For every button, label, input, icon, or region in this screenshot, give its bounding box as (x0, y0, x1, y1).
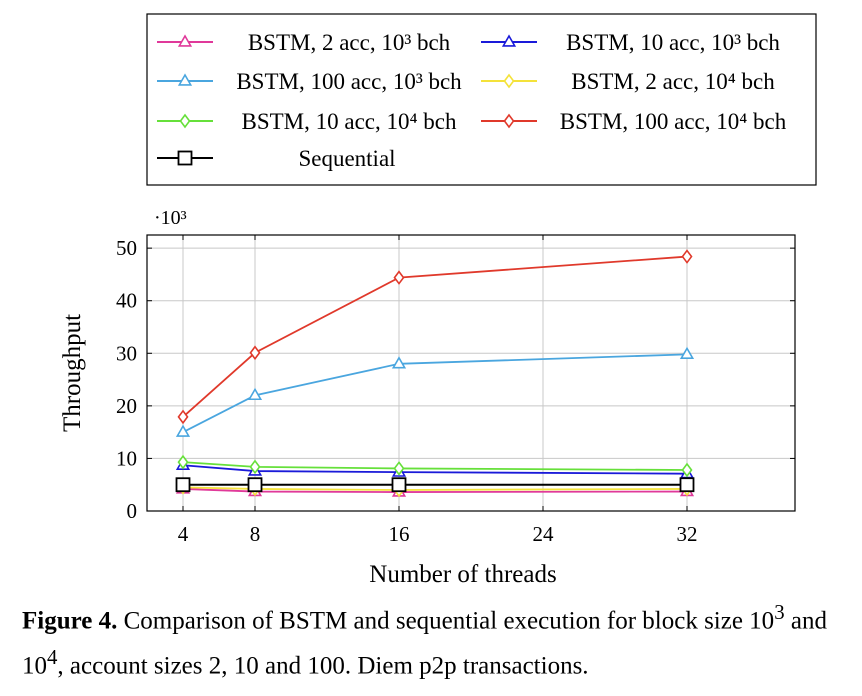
series-line-bstm-10-acc-10-bch (182, 461, 688, 471)
figure-caption: Figure 4. Comparison of BSTM and sequent… (22, 594, 852, 685)
caption-text-b: and 10 (22, 607, 827, 680)
data-point-bstm-100-acc-10-bch (175, 424, 191, 437)
data-point-bstm-100-acc-10-bch (393, 270, 405, 285)
legend-marker-bstm-2-acc-10-bch (177, 34, 193, 47)
y-axis-label: Throughput (59, 314, 86, 432)
data-point-bstm-10-acc-10-bch (393, 461, 405, 476)
legend-label-bstm-10-acc-10-bch: BSTM, 10 acc, 10³ bch (566, 30, 780, 55)
y-tick-label: 0 (127, 499, 138, 523)
legend-marker-bstm-10-acc-10-bch (179, 113, 191, 129)
data-point-bstm-100-acc-10-bch (249, 345, 261, 361)
legend-label-sequential: Sequential (298, 146, 395, 171)
data-point-bstm-100-acc-10-bch (177, 409, 189, 425)
legend-label-bstm-100-acc-10-bch: BSTM, 100 acc, 10⁴ bch (560, 109, 787, 134)
series-line-bstm-2-acc-10-bch (182, 486, 688, 491)
x-tick-label: 8 (250, 522, 261, 546)
x-tick-label: 24 (533, 522, 555, 546)
series-group (175, 249, 695, 498)
series-line-bstm-10-acc-10-bch (182, 464, 688, 475)
caption-sup-a: 3 (774, 600, 785, 624)
legend-label-bstm-100-acc-10-bch: BSTM, 100 acc, 10³ bch (236, 69, 462, 94)
y-tick-label: 30 (116, 341, 137, 365)
caption-sup-b: 4 (47, 645, 58, 670)
data-point-bstm-100-acc-10-bch (681, 249, 693, 264)
x-tick-label: 32 (677, 522, 698, 546)
legend-label-bstm-2-acc-10-bch: BSTM, 2 acc, 10³ bch (248, 30, 451, 55)
data-point-bstm-100-acc-10-bch (247, 387, 263, 401)
legend-marker-bstm-2-acc-10-bch (503, 73, 515, 89)
y-tick-label: 10 (116, 446, 137, 470)
data-point-sequential (247, 477, 263, 493)
series-line-bstm-2-acc-10-bch (182, 488, 688, 493)
plot-frame (146, 234, 796, 512)
x-axis-label: Number of threads (369, 561, 556, 588)
legend-marker-sequential (177, 150, 193, 166)
data-point-bstm-100-acc-10-bch (391, 356, 407, 369)
data-point-bstm-100-acc-10-bch (679, 346, 695, 360)
y-multiplier: ·10³ (154, 207, 187, 229)
throughput-chart: BSTM, 2 acc, 10³ bch BSTM, 10 acc, 10³ bc… (59, 13, 817, 588)
caption-text-c: , account sizes 2, 10 and 100. Diem p2p … (57, 652, 589, 680)
figure-label: Figure 4. (22, 607, 118, 635)
data-point-bstm-10-acc-10-bch (177, 454, 189, 470)
y-tick-label: 50 (116, 236, 137, 260)
legend: BSTM, 2 acc, 10³ bch BSTM, 10 acc, 10³ bc… (146, 13, 817, 186)
data-point-sequential (175, 477, 191, 493)
y-tick-label: 40 (116, 289, 137, 313)
legend-marker-bstm-100-acc-10-bch (177, 73, 193, 86)
axes: 4 8 16 24 32 0 10 20 30 40 50 ·10³ Number of threads… (59, 207, 796, 588)
data-point-bstm-10-acc-10-bch (249, 459, 261, 475)
data-point-sequential (679, 477, 695, 493)
data-point-sequential (391, 477, 407, 493)
data-point-bstm-10-acc-10-bch (681, 462, 693, 478)
x-tick-label: 16 (389, 522, 410, 546)
legend-label-bstm-10-acc-10-bch: BSTM, 10 acc, 10⁴ bch (242, 109, 457, 134)
legend-marker-bstm-100-acc-10-bch (503, 113, 515, 129)
y-tick-label: 20 (116, 394, 137, 418)
caption-text-a: Comparison of BSTM and sequential execut… (117, 607, 775, 635)
series-line-bstm-100-acc-10-bch (182, 255, 688, 418)
series-line-bstm-100-acc-10-bch (182, 353, 688, 433)
x-tick-label: 4 (178, 522, 189, 546)
legend-marker-bstm-10-acc-10-bch (501, 34, 517, 47)
legend-label-bstm-2-acc-10-bch: BSTM, 2 acc, 10⁴ bch (571, 69, 775, 94)
